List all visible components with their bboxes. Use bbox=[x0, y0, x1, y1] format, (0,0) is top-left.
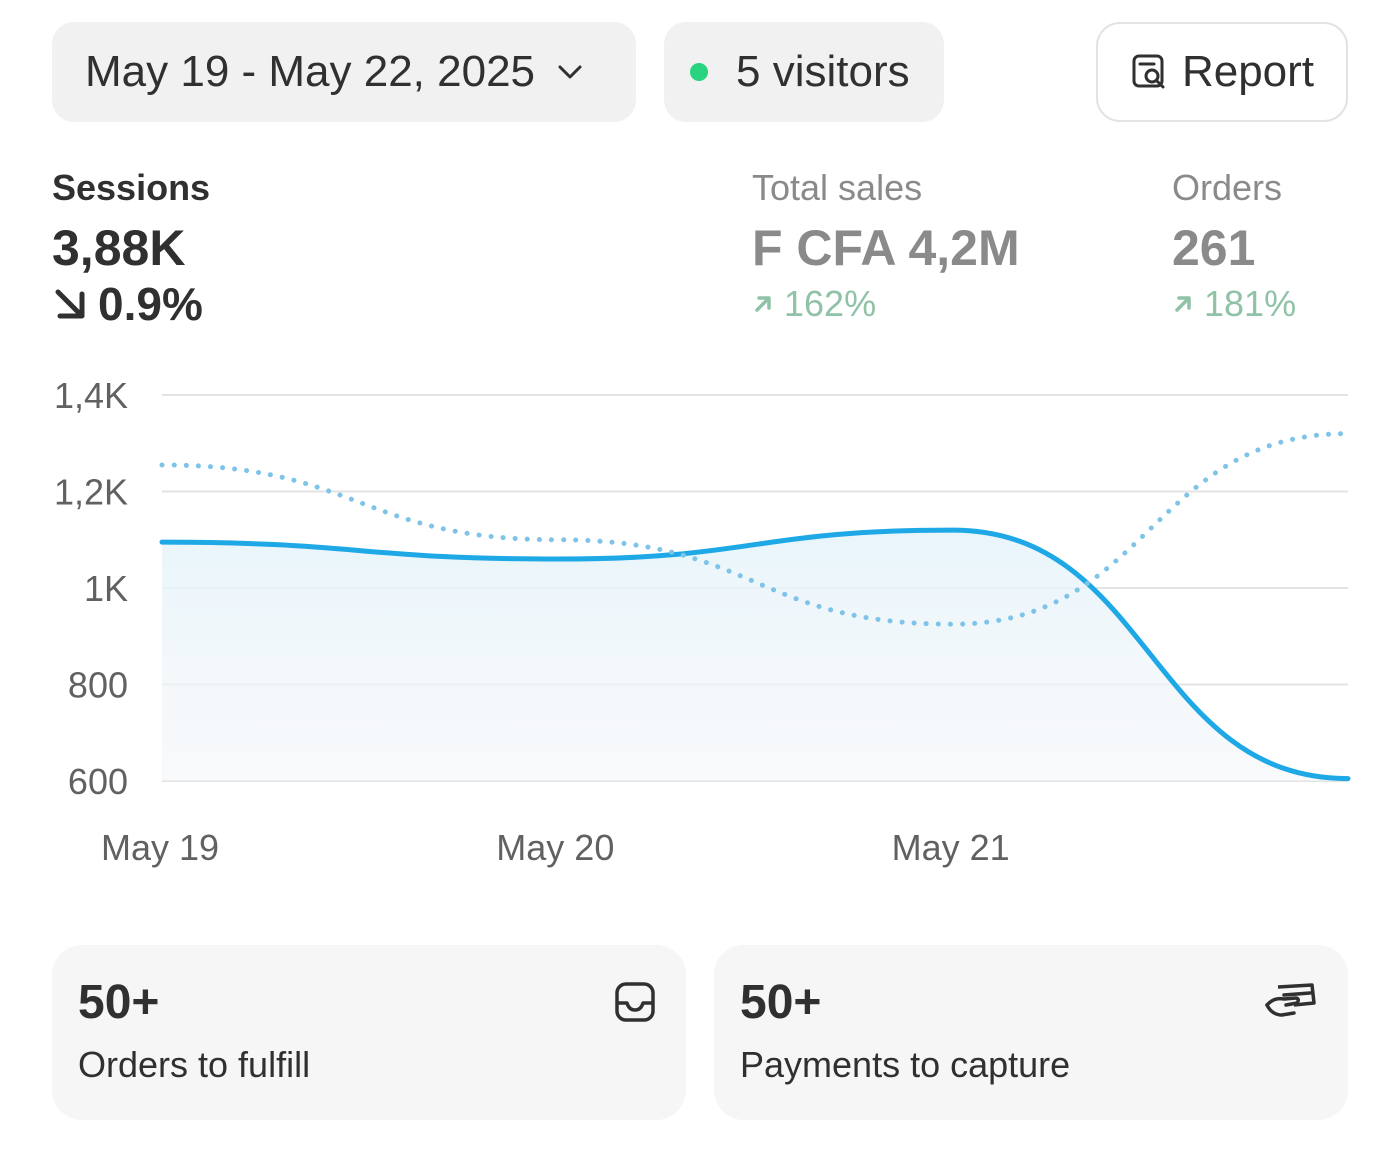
y-tick-label: 1,2K bbox=[54, 472, 128, 513]
date-range-label: May 19 - May 22, 2025 bbox=[85, 47, 536, 96]
inbox-icon bbox=[614, 981, 656, 1023]
arrow-up-right-icon bbox=[752, 293, 774, 315]
arrow-up-right-icon bbox=[1172, 293, 1194, 315]
metric-orders-label: Orders bbox=[1172, 167, 1283, 208]
metric-total-sales-change-value: 162% bbox=[784, 283, 877, 324]
metric-total-sales-value: F CFA 4,2M bbox=[752, 220, 1020, 276]
series-area-fill bbox=[162, 530, 1348, 781]
orders-to-fulfill-count: 50+ bbox=[78, 976, 160, 1029]
metric-orders[interactable]: Orders 261 181% bbox=[1172, 168, 1296, 326]
x-tick-label: May 21 bbox=[892, 827, 1010, 868]
sessions-chart-svg: 1,4K 1,2K 1K 800 600 May 19 May 20 May 21 bbox=[54, 375, 1351, 868]
metric-sessions-change: 0.9% bbox=[52, 278, 210, 330]
metric-sessions-label: Sessions bbox=[52, 167, 211, 208]
metric-sessions[interactable]: Sessions 3,88K 0.9% bbox=[52, 167, 211, 330]
hand-money-icon bbox=[1264, 981, 1318, 1021]
x-tick-label: May 19 bbox=[101, 827, 219, 868]
orders-to-fulfill-label: Orders to fulfill bbox=[78, 1044, 311, 1085]
payments-to-capture-count: 50+ bbox=[740, 976, 822, 1029]
chevron-down-icon bbox=[557, 64, 583, 80]
series-line-current bbox=[159, 527, 1351, 782]
metric-total-sales[interactable]: Total sales F CFA 4,2M 162% bbox=[752, 168, 1020, 326]
report-label: Report bbox=[1181, 47, 1315, 96]
y-tick-label: 1,4K bbox=[54, 375, 128, 416]
date-range-picker[interactable]: May 19 - May 22, 2025 bbox=[52, 22, 636, 122]
metric-orders-change-value: 181% bbox=[1204, 283, 1297, 324]
visitors-label: 5 visitors bbox=[736, 47, 910, 96]
payments-to-capture-label: Payments to capture bbox=[740, 1044, 1071, 1085]
x-tick-label: May 20 bbox=[496, 827, 614, 868]
y-tick-label: 800 bbox=[68, 665, 128, 706]
metric-total-sales-change: 162% bbox=[752, 282, 1020, 326]
metric-orders-change: 181% bbox=[1172, 282, 1296, 326]
metric-orders-value: 261 bbox=[1172, 220, 1256, 276]
report-button[interactable]: Report bbox=[1096, 22, 1348, 122]
live-status-dot bbox=[690, 63, 708, 81]
live-visitors-badge[interactable]: 5 visitors bbox=[664, 22, 944, 122]
y-tick-label: 600 bbox=[68, 761, 128, 802]
series-line-comparison bbox=[159, 431, 1351, 627]
payments-to-capture-card[interactable]: 50+ Payments to capture bbox=[714, 945, 1348, 1120]
metric-total-sales-label: Total sales bbox=[752, 167, 923, 208]
sessions-chart[interactable]: 1,4K 1,2K 1K 800 600 May 19 May 20 May 21 bbox=[0, 360, 1400, 880]
y-tick-label: 1K bbox=[84, 568, 128, 609]
orders-to-fulfill-card[interactable]: 50+ Orders to fulfill bbox=[52, 945, 686, 1120]
arrow-down-right-icon bbox=[52, 286, 88, 322]
metric-sessions-value: 3,88K bbox=[52, 220, 186, 276]
metric-sessions-change-value: 0.9% bbox=[98, 278, 203, 330]
report-search-icon bbox=[1130, 52, 1170, 92]
